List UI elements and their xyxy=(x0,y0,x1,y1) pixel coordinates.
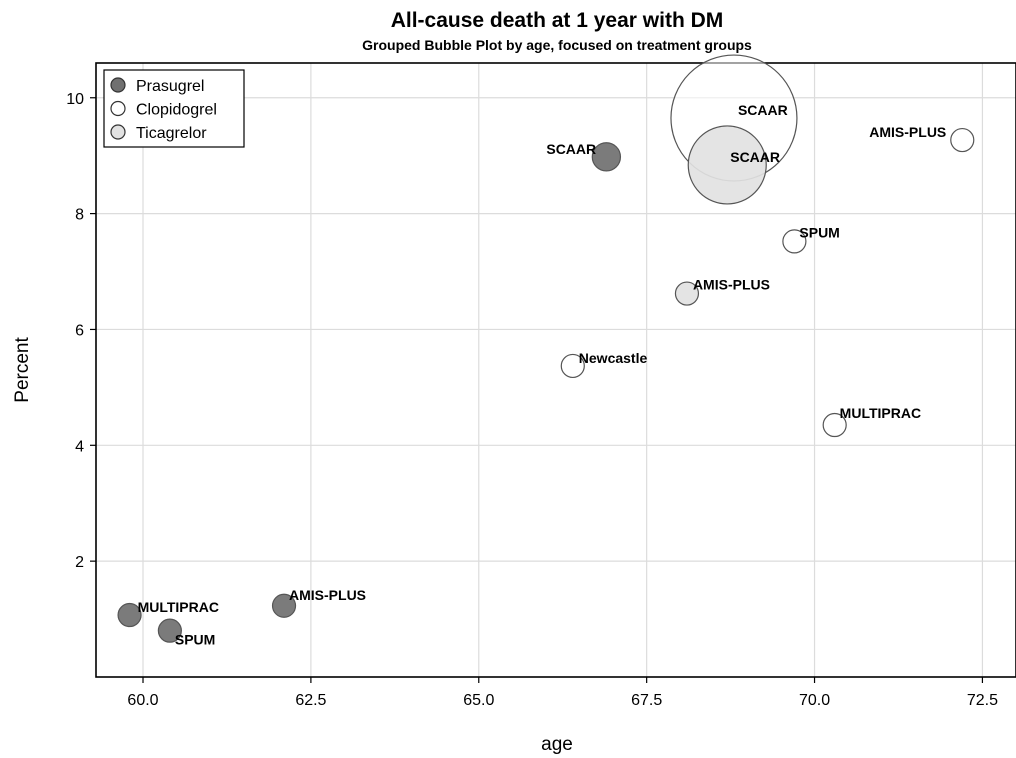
bubble-prasugrel-spum xyxy=(157,618,182,643)
bubble-label: SPUM xyxy=(175,632,215,648)
y-tick-label: 10 xyxy=(66,91,84,108)
bubble-prasugrel-multiprac xyxy=(117,602,142,628)
x-axis-title: age xyxy=(541,734,573,755)
bubble-clopidogrel-spum xyxy=(782,229,807,254)
chart-subtitle: Grouped Bubble Plot by age, focused on t… xyxy=(362,37,752,53)
x-tick-label: 65.0 xyxy=(463,692,494,709)
bubble-clopidogrel-amis-plus xyxy=(950,127,975,153)
legend-marker xyxy=(110,124,126,140)
x-tick-label: 70.0 xyxy=(799,692,830,709)
bubble-label: SCAAR xyxy=(546,141,596,157)
bubbles xyxy=(117,54,975,643)
x-tick-label: 67.5 xyxy=(631,692,662,709)
legend-marker xyxy=(110,100,126,117)
legend-entry: Prasugrel xyxy=(136,78,204,95)
bubble-label: AMIS-PLUS xyxy=(289,587,366,603)
bubble-label: AMIS-PLUS xyxy=(693,277,770,293)
x-tick-label: 60.0 xyxy=(127,692,158,709)
bubble-label: SCAAR xyxy=(730,149,780,165)
bubble-ticagrelor-amis-plus xyxy=(674,281,700,306)
bubble-clopidogrel-newcastle xyxy=(560,353,585,379)
bubble-label: MULTIPRAC xyxy=(138,599,219,615)
legend-marker xyxy=(110,77,126,93)
legend-entry: Ticagrelor xyxy=(136,125,207,142)
bubble-label: SCAAR xyxy=(738,102,788,118)
bubble-prasugrel-scaar xyxy=(591,142,622,172)
x-tick-label: 72.5 xyxy=(967,692,998,709)
bubble-prasugrel-amis-plus xyxy=(271,593,297,618)
grid xyxy=(96,63,1016,677)
bubble-ticagrelor-scaar xyxy=(687,125,767,205)
y-tick-label: 6 xyxy=(75,322,84,339)
y-tick-label: 8 xyxy=(75,207,84,224)
bubble-clopidogrel-multiprac xyxy=(822,412,847,438)
bubble-label: Newcastle xyxy=(579,350,648,366)
bubble-label: MULTIPRAC xyxy=(840,405,921,421)
y-axis-title: Percent xyxy=(12,337,33,403)
bubble-label: AMIS-PLUS xyxy=(869,124,946,140)
plot-area-frame xyxy=(95,62,1016,678)
x-tick-label: 62.5 xyxy=(295,692,326,709)
axis-ticks: 60.0 62.5 65.0 67.5 70.0 72.5 2 4 6 8 10 xyxy=(66,91,998,709)
y-tick-label: 4 xyxy=(75,438,84,455)
legend-entry: Clopidogrel xyxy=(136,102,217,119)
legend: Prasugrel Clopidogrel Ticagrelor xyxy=(103,69,245,148)
y-tick-label: 2 xyxy=(75,554,84,571)
legend-box xyxy=(103,69,245,148)
bubble-labels: SCAAR MULTIPRAC SPUM AMIS-PLUS SCAAR AMIS-PLU… xyxy=(138,102,947,648)
bubble-label: SPUM xyxy=(799,224,839,240)
chart-title: All-cause death at 1 year with DM xyxy=(391,9,724,32)
